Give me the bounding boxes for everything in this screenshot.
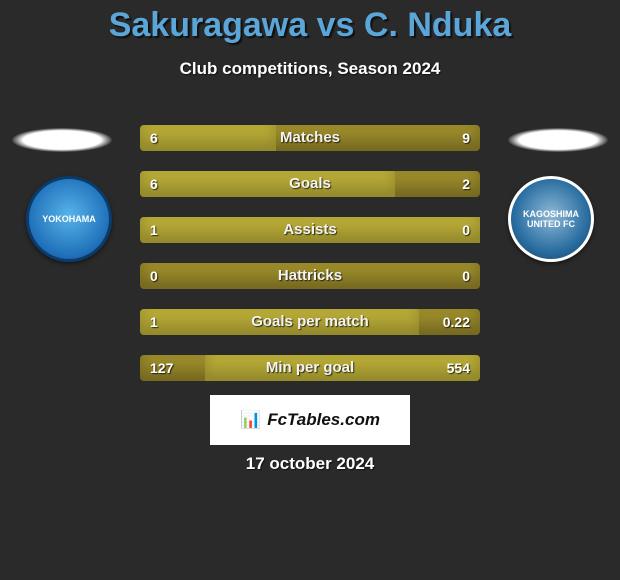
footer-brand-text: FcTables.com: [267, 410, 380, 430]
crest-shadow-right: [508, 128, 608, 152]
footer-brand-box: 📊 FcTables.com: [210, 395, 410, 445]
vs-text: vs: [317, 6, 355, 44]
stat-value-right: 0.22: [443, 309, 470, 335]
stat-label: Hattricks: [140, 263, 480, 289]
stat-label: Assists: [140, 217, 480, 243]
stat-value-right: 2: [462, 171, 470, 197]
stat-label: Min per goal: [140, 355, 480, 381]
team2-crest-label: KAGOSHIMA UNITED FC: [521, 207, 581, 231]
team1-crest-label: YOKOHAMA: [39, 212, 99, 226]
crest-shadow-left: [12, 128, 112, 152]
stats-block: Matches69Goals62Assists10Hattricks00Goal…: [140, 125, 480, 401]
stat-row: Hattricks0 0: [140, 263, 480, 289]
stat-value-left: 6: [150, 171, 158, 197]
team2-crest: KAGOSHIMA UNITED FC: [508, 176, 594, 262]
stat-value-right: 0: [462, 217, 470, 243]
stat-value-left: 1: [150, 217, 158, 243]
player2-name: C. Nduka: [364, 6, 511, 44]
stat-label: Goals: [140, 171, 480, 197]
subtitle: Club competitions, Season 2024: [0, 59, 620, 79]
stat-row: Matches6 9: [140, 125, 480, 151]
stat-label: Goals per match: [140, 309, 480, 335]
stat-row: Min per goal127 554: [140, 355, 480, 381]
page-title: Sakuragawa vs C. Nduka: [0, 0, 620, 45]
stat-value-left: 6: [150, 125, 158, 151]
stat-label: Matches: [140, 125, 480, 151]
stat-value-left: 0: [150, 263, 158, 289]
stat-row: Goals per match1 0.22: [140, 309, 480, 335]
stat-row: Assists1 0: [140, 217, 480, 243]
stat-value-left: 127: [150, 355, 173, 381]
player1-name: Sakuragawa: [109, 6, 307, 44]
team1-crest: YOKOHAMA: [26, 176, 112, 262]
stat-value-left: 1: [150, 309, 158, 335]
stat-row: Goals6 2: [140, 171, 480, 197]
comparison-card: Sakuragawa vs C. Nduka Club competitions…: [0, 0, 620, 79]
chart-icon: 📊: [240, 410, 261, 430]
stat-value-right: 9: [462, 125, 470, 151]
stat-value-right: 0: [462, 263, 470, 289]
footer-date: 17 october 2024: [0, 454, 620, 474]
stat-value-right: 554: [447, 355, 470, 381]
